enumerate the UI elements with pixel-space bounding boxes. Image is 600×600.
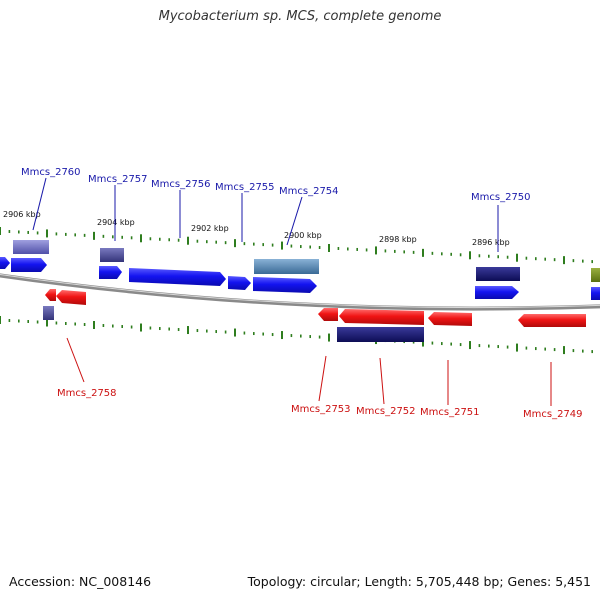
tick-label: 2900 kbp (284, 231, 322, 240)
gene-arrow-forward[interactable] (11, 258, 47, 272)
genome-summary-text: Topology: circular; Length: 5,705,448 bp… (247, 574, 591, 589)
gene-label-reverse: Mmcs_2752 (356, 406, 416, 417)
feature-bar[interactable] (43, 306, 54, 320)
gene-label-reverse: Mmcs_2749 (523, 409, 583, 420)
figure-title: Mycobacterium sp. MCS, complete genome (158, 9, 442, 24)
tick-label: 2898 kbp (379, 235, 417, 244)
gene-arrow-forward[interactable] (129, 268, 226, 286)
label-leader-line (379, 357, 385, 405)
genome-backbone-highlight (0, 273, 600, 309)
feature-bar[interactable] (337, 327, 424, 342)
tick-label: 2904 kbp (97, 218, 135, 227)
gene-arrow-reverse[interactable] (339, 309, 424, 325)
gene-label-forward: Mmcs_2757 (88, 174, 148, 185)
gene-arrow-reverse[interactable] (518, 314, 586, 327)
gene-label-reverse: Mmcs_2753 (291, 404, 351, 415)
accession-text: Accession: NC_008146 (9, 574, 152, 589)
gene-label-forward: Mmcs_2750 (471, 192, 531, 203)
gene-label-forward: Mmcs_2756 (151, 179, 211, 190)
label-leader-line (286, 196, 303, 246)
gene-arrow-reverse[interactable] (56, 290, 86, 305)
feature-bar[interactable] (13, 240, 49, 254)
label-leader-line (318, 355, 327, 402)
lower-tick-marks (0, 316, 594, 355)
label-leader-line (32, 177, 47, 231)
gene-label-reverse: Mmcs_2751 (420, 407, 480, 418)
gene-label-forward: Mmcs_2760 (21, 167, 81, 178)
gene-arrow-forward[interactable] (253, 277, 317, 293)
feature-bar[interactable] (100, 248, 124, 262)
upper-tick-marks (0, 227, 594, 265)
gene-arrow-reverse[interactable] (45, 289, 56, 301)
gene-arrow-reverse[interactable] (318, 308, 338, 321)
label-leader-line (66, 337, 85, 383)
feature-bar[interactable] (254, 259, 319, 274)
gene-arrow-forward[interactable] (0, 257, 10, 269)
feature-bar[interactable] (476, 267, 520, 281)
gene-label-forward: Mmcs_2755 (215, 182, 275, 193)
tick-label: 2902 kbp (191, 224, 229, 233)
gene-arrow-forward[interactable] (475, 286, 519, 299)
gene-arrow-forward[interactable] (591, 287, 600, 300)
feature-bar[interactable] (591, 268, 600, 282)
tick-label: 2906 kbp (3, 210, 41, 219)
gene-label-forward: Mmcs_2754 (279, 186, 339, 197)
gene-arrow-forward[interactable] (228, 276, 251, 290)
gene-label-reverse: Mmcs_2758 (57, 388, 117, 399)
gene-arrow-forward[interactable] (99, 266, 122, 279)
genome-backbone (0, 273, 600, 311)
gene-arrow-reverse[interactable] (428, 312, 472, 326)
tick-label: 2896 kbp (472, 238, 510, 247)
